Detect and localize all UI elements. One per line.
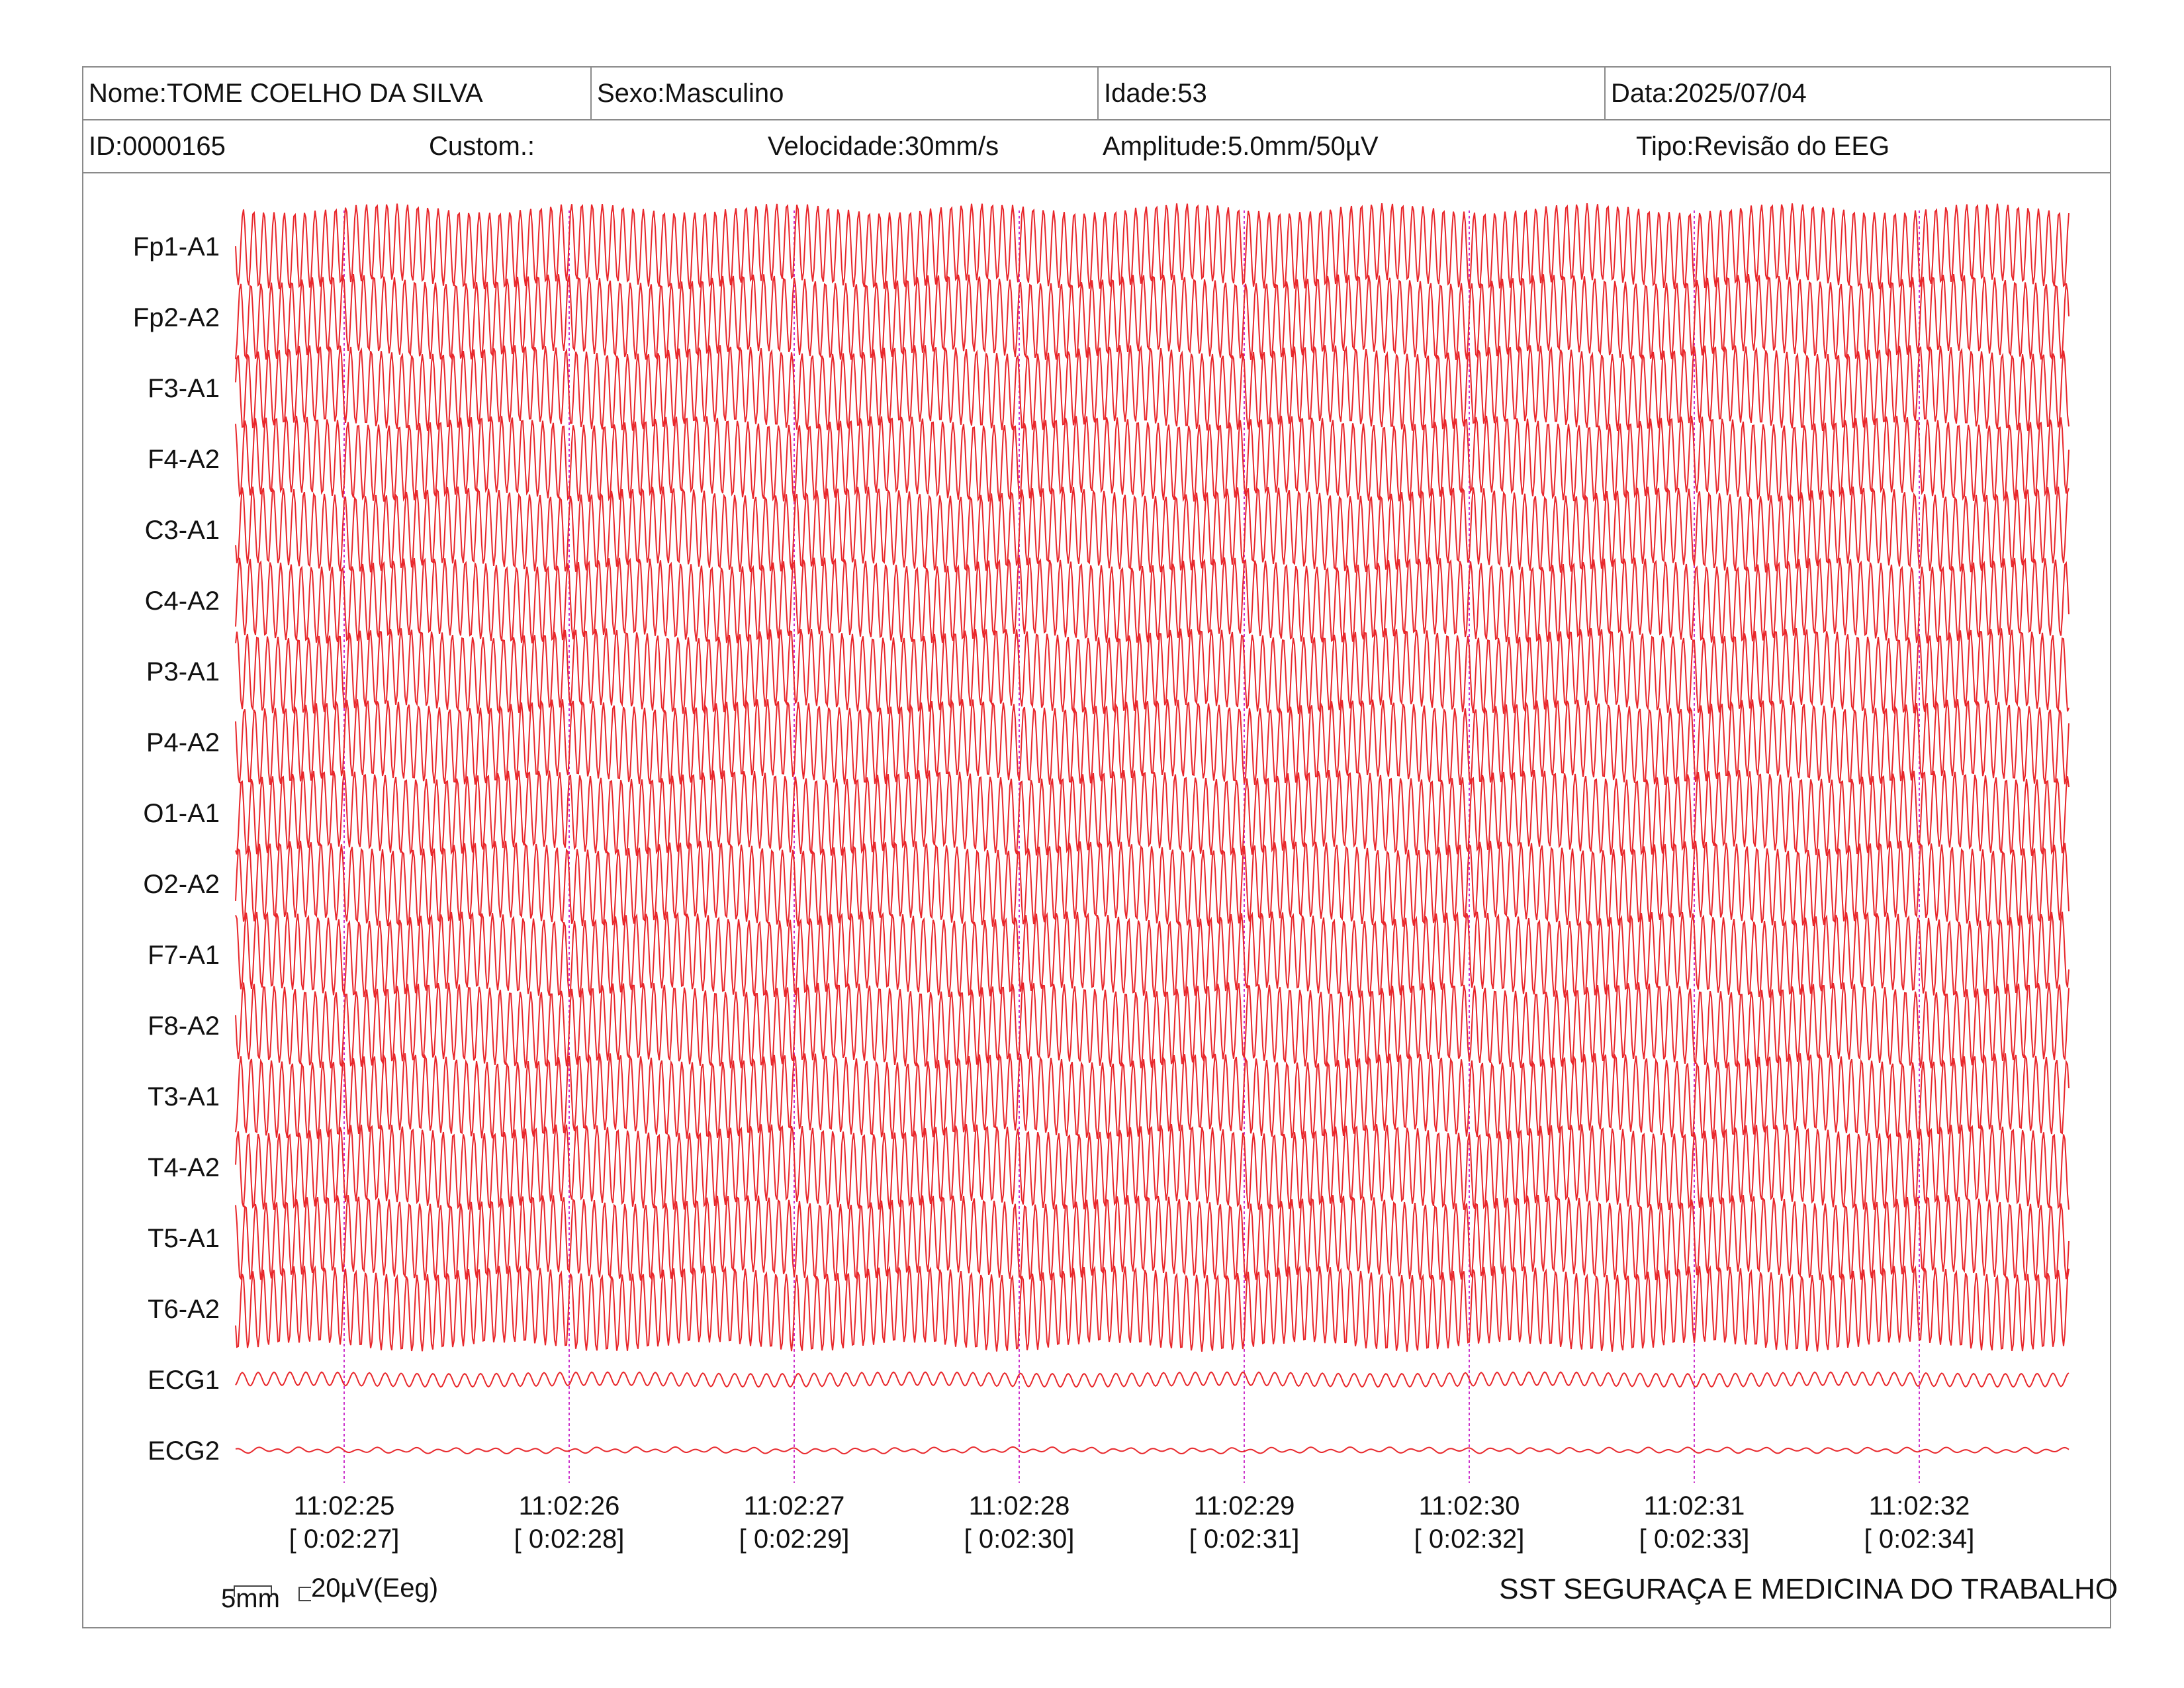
amplitude-setting: Amplitude:5.0mm/50µV xyxy=(1103,131,1379,161)
waveform-f7-a1 xyxy=(235,911,2070,998)
calibration-mark: 5mm 20µV(Eeg) xyxy=(221,1573,438,1613)
exam-type: Tipo:Revisão do EEG xyxy=(1636,131,1890,161)
channel-label: F3-A1 xyxy=(148,374,220,403)
waveform-t4-a2 xyxy=(235,1123,2070,1211)
time-elapsed-label: [ 0:02:30] xyxy=(964,1524,1075,1554)
channel-label: ECG2 xyxy=(148,1436,220,1466)
channel-label: P4-A2 xyxy=(146,728,220,757)
waveform-p4-a2 xyxy=(235,698,2070,786)
patient-name: Nome:TOME COELHO DA SILVA xyxy=(89,78,483,108)
channel-label: F8-A2 xyxy=(148,1011,220,1041)
time-elapsed-label: [ 0:02:29] xyxy=(739,1524,850,1554)
channel-label: T5-A1 xyxy=(148,1224,220,1253)
time-elapsed-label: [ 0:02:34] xyxy=(1864,1524,1975,1554)
time-elapsed-label: [ 0:02:27] xyxy=(289,1524,400,1554)
waveform-c4-a2 xyxy=(235,557,2070,644)
time-clock-label: 11:02:31 xyxy=(1644,1491,1745,1521)
time-scale-label: 5mm xyxy=(221,1584,280,1613)
patient-sex: Sexo:Masculino xyxy=(590,68,1097,119)
time-clock-label: 11:02:26 xyxy=(519,1491,620,1521)
header-row-2: ID:0000165 Custom.: Velocidade:30mm/s Am… xyxy=(83,120,2110,173)
time-scale-bracket xyxy=(234,1585,272,1597)
speed-setting: Velocidade:30mm/s xyxy=(768,131,999,161)
waveform-o2-a2 xyxy=(235,840,2070,927)
time-clock-label: 11:02:32 xyxy=(1869,1491,1970,1521)
channel-label: F7-A1 xyxy=(148,941,220,970)
company-name: SST SEGURAÇA E MEDICINA DO TRABALHO xyxy=(1499,1573,2118,1605)
time-clock-label: 11:02:30 xyxy=(1419,1491,1520,1521)
channel-label: T4-A2 xyxy=(148,1153,220,1182)
channel-label: Fp1-A1 xyxy=(133,232,220,261)
waveform-t6-a2 xyxy=(235,1265,2070,1352)
waveform-f3-a1 xyxy=(235,345,2070,432)
header-row-1: Nome:TOME COELHO DA SILVA Sexo:Masculino… xyxy=(83,68,2110,120)
waveform-t5-a1 xyxy=(235,1194,2070,1281)
time-elapsed-label: [ 0:02:32] xyxy=(1414,1524,1525,1554)
time-elapsed-label: [ 0:02:28] xyxy=(514,1524,625,1554)
waveform-fp1-a1 xyxy=(235,203,2070,290)
time-labels: 11:02:25[ 0:02:27] 11:02:26[ 0:02:28] 11:0… xyxy=(289,1491,1975,1554)
channel-label: O2-A2 xyxy=(143,870,220,899)
time-elapsed-label: [ 0:02:31] xyxy=(1189,1524,1300,1554)
channel-label: C3-A1 xyxy=(145,516,220,545)
channel-label: O1-A1 xyxy=(143,799,220,828)
patient-age: Idade:53 xyxy=(1097,68,1604,119)
channel-labels: Fp1-A1 Fp2-A2 F3-A1 F4-A2 C3-A1 C4-A2 P3-A1 P4-… xyxy=(133,232,220,1466)
amp-scale-bracket xyxy=(298,1587,311,1601)
waveform-t3-a1 xyxy=(235,1053,2070,1140)
exam-date: Data:2025/07/04 xyxy=(1604,68,2111,119)
time-clock-label: 11:02:25 xyxy=(294,1491,395,1521)
time-clock-label: 11:02:29 xyxy=(1194,1491,1295,1521)
waveform-ecg1 xyxy=(235,1371,2070,1388)
time-elapsed-label: [ 0:02:33] xyxy=(1639,1524,1750,1554)
patient-id: ID:0000165 xyxy=(89,131,226,161)
amp-scale-label: 20µV(Eeg) xyxy=(311,1573,438,1603)
waveform-fp2-a2 xyxy=(235,273,2070,361)
channel-label: ECG1 xyxy=(148,1366,220,1395)
waveform-p3-a1 xyxy=(235,628,2070,715)
time-clock-label: 11:02:27 xyxy=(744,1491,845,1521)
report-frame: Nome:TOME COELHO DA SILVA Sexo:Masculino… xyxy=(82,66,2111,1628)
waveforms xyxy=(235,203,2070,1455)
custom-field: Custom.: xyxy=(429,131,535,161)
channel-label: F4-A2 xyxy=(148,445,220,474)
waveform-f4-a2 xyxy=(235,415,2070,502)
channel-label: C4-A2 xyxy=(145,586,220,616)
channel-label: P3-A1 xyxy=(146,657,220,686)
time-clock-label: 11:02:28 xyxy=(969,1491,1070,1521)
waveform-c3-a1 xyxy=(235,486,2070,573)
channel-label: T3-A1 xyxy=(148,1082,220,1111)
channel-label: T6-A2 xyxy=(148,1295,220,1324)
channel-label: Fp2-A2 xyxy=(133,303,220,332)
waveform-ecg2 xyxy=(235,1446,2070,1455)
waveform-f8-a2 xyxy=(235,982,2070,1068)
waveform-o1-a1 xyxy=(235,769,2070,856)
